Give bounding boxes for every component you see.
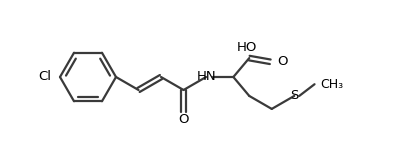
Text: CH₃: CH₃: [320, 78, 344, 91]
Text: O: O: [178, 113, 189, 126]
Text: S: S: [290, 89, 298, 102]
Text: HO: HO: [237, 41, 257, 54]
Text: Cl: Cl: [38, 71, 51, 84]
Text: O: O: [277, 55, 288, 68]
Text: HN: HN: [196, 71, 216, 84]
